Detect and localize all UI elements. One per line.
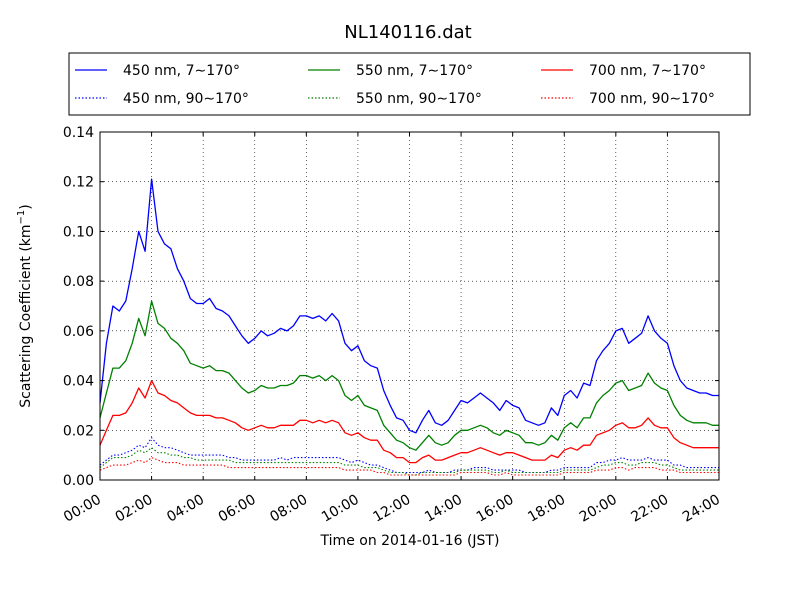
chart-title: NL140116.dat (344, 22, 471, 43)
y-tick-label: 0.10 (63, 224, 94, 240)
series-group (99, 178, 719, 476)
x-axis-label: Time on 2014-01-16 (JST) (320, 533, 500, 549)
y-tick-label: 0.04 (63, 374, 94, 390)
y-tick-label: 0.06 (63, 324, 94, 340)
series-line (99, 300, 719, 451)
legend-label: 550 nm, 90∼170° (356, 91, 482, 107)
legend-label: 700 nm, 90∼170° (589, 91, 715, 107)
x-tick-label: 02:00 (113, 492, 156, 526)
x-tick-label: 08:00 (267, 492, 310, 526)
legend-label: 700 nm, 7∼170° (589, 63, 706, 79)
y-tick-label: 0.12 (63, 175, 94, 191)
y-tick-label: 0.08 (63, 274, 94, 290)
legend-label: 550 nm, 7∼170° (356, 63, 473, 79)
x-tick-label: 12:00 (371, 492, 414, 526)
x-tick-label: 06:00 (216, 492, 259, 526)
y-axis-label-close: ) (18, 204, 34, 209)
plot-background (100, 132, 719, 480)
legend-frame (68, 52, 751, 116)
x-tick-label: 14:00 (422, 492, 465, 526)
series-line (99, 178, 719, 434)
series-line (99, 457, 719, 476)
x-tick-label: 00:00 (61, 492, 104, 526)
y-axis-label-main: Scattering Coefficient (km (18, 224, 34, 407)
y-axis-label: Scattering Coefficient (km−1) (16, 204, 34, 408)
x-tick-label: 16:00 (474, 492, 517, 526)
x-tick-label: 04:00 (164, 492, 207, 526)
legend-label: 450 nm, 90∼170° (123, 91, 249, 107)
x-tick-label: 18:00 (525, 492, 568, 526)
y-axis-label-superscript: −1 (16, 210, 27, 225)
series-line (99, 379, 719, 464)
legend: 450 nm, 7∼170° 550 nm, 7∼170° 700 nm, 7∼17… (68, 52, 751, 116)
x-tick-label: 10:00 (319, 492, 362, 526)
legend-label: 450 nm, 7∼170° (123, 63, 240, 79)
y-tick-label: 0.14 (63, 125, 94, 141)
y-tick-label: 0.02 (63, 423, 94, 439)
x-tick-label: 24:00 (680, 492, 723, 526)
x-tick-label: 22:00 (628, 492, 671, 526)
plot-area: 00:00 02:00 04:00 06:00 08:00 10:00 12:00 14:00… (61, 125, 723, 526)
x-tick-label: 20:00 (577, 492, 620, 526)
y-tick-label: 0.00 (63, 473, 94, 489)
series-line (99, 437, 719, 474)
series-line (99, 447, 719, 476)
